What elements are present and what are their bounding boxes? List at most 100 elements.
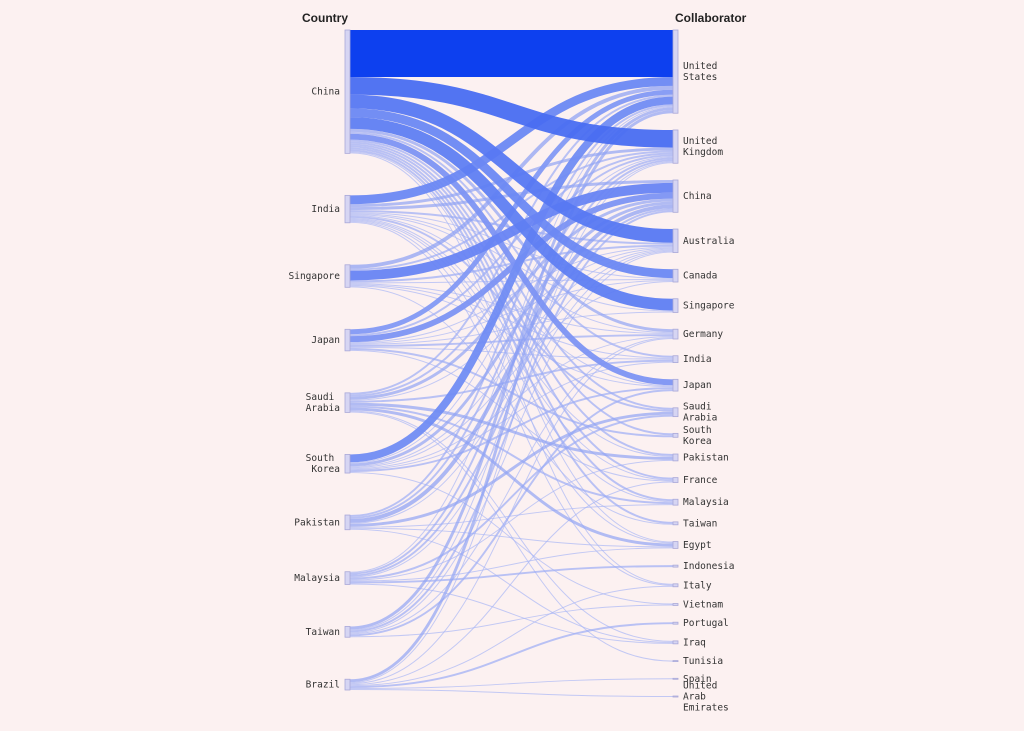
source-node: [344, 626, 351, 638]
target-node: [672, 179, 679, 213]
link: [349, 221, 674, 586]
target-node: [672, 328, 679, 340]
target-node: [672, 564, 679, 568]
link: [349, 405, 674, 505]
target-node: [672, 640, 679, 645]
target-label: India: [683, 354, 712, 365]
link: [349, 389, 674, 637]
link: [349, 198, 674, 400]
target-node: [672, 521, 679, 526]
link: [349, 182, 674, 281]
target-node: [672, 453, 679, 462]
source-label: Brazil: [306, 679, 340, 690]
link: [349, 585, 674, 687]
link: [349, 192, 674, 343]
link: [349, 96, 674, 463]
link: [349, 481, 674, 686]
target-node: [672, 541, 679, 549]
link: [349, 387, 674, 473]
target-label: Iraq: [683, 637, 706, 648]
target-node: [672, 355, 679, 363]
link: [349, 402, 674, 460]
source-node: [344, 514, 351, 531]
target-node: [672, 677, 679, 680]
link: [349, 336, 674, 470]
target-node: [672, 583, 679, 588]
link: [349, 286, 674, 525]
source-label: Pakistan: [294, 517, 340, 528]
link: [349, 678, 674, 690]
link: [349, 337, 674, 635]
link: [349, 414, 674, 580]
source-node: [344, 29, 351, 154]
link: [349, 689, 674, 697]
target-label: Spain: [683, 673, 712, 684]
target-title: Collaborator: [675, 11, 747, 25]
link: [349, 246, 674, 344]
link: [349, 547, 674, 582]
target-label: Indonesia: [683, 561, 734, 572]
link: [349, 77, 674, 148]
target-node: [672, 498, 679, 506]
link: [349, 77, 674, 205]
source-label: Japan: [311, 335, 340, 346]
link: [349, 133, 674, 386]
target-node: [672, 695, 679, 698]
source-node: [344, 571, 351, 585]
target-node: [672, 298, 679, 313]
source-node: [344, 392, 351, 413]
link: [349, 565, 674, 584]
target-label: Pakistan: [683, 452, 729, 463]
link: [349, 157, 674, 519]
target-node: [672, 268, 679, 283]
target-label: United Kingdom: [683, 136, 723, 158]
link: [349, 117, 674, 311]
link: [349, 346, 674, 360]
target-node: [672, 477, 679, 483]
source-node: [344, 454, 351, 474]
source-label: Malaysia: [294, 573, 340, 584]
source-label: Taiwan: [306, 626, 340, 637]
link: [349, 151, 674, 543]
link: [349, 472, 674, 605]
link: [349, 284, 674, 359]
target-label: Japan: [683, 380, 712, 391]
target-label: Singapore: [683, 300, 735, 311]
links: [349, 29, 674, 697]
target-node: [672, 660, 679, 662]
target-node: [672, 621, 679, 625]
link: [349, 527, 674, 548]
link: [349, 94, 674, 395]
link: [349, 528, 674, 643]
source-label: Saudi Arabia: [306, 392, 340, 414]
link: [349, 411, 674, 662]
target-label: United Arab Emirates: [683, 680, 729, 713]
source-label: Singapore: [289, 271, 341, 282]
link: [349, 220, 674, 544]
source-node: [344, 328, 351, 352]
link: [349, 218, 674, 481]
source-label: China: [311, 86, 340, 97]
source-label: India: [311, 204, 340, 215]
target-label: Australia: [683, 235, 734, 246]
target-label: United States: [683, 61, 723, 83]
link: [349, 94, 674, 243]
target-node: [672, 432, 679, 438]
target-node: [672, 407, 679, 418]
link: [349, 583, 674, 644]
source-node: [344, 264, 351, 288]
target-label: South Korea: [683, 424, 717, 446]
link: [349, 251, 674, 634]
target-label: Canada: [683, 270, 717, 281]
source-node: [344, 678, 351, 691]
target-label: China: [683, 191, 712, 202]
link: [349, 108, 674, 279]
link: [349, 407, 674, 547]
link: [349, 411, 674, 527]
link: [349, 147, 674, 502]
link: [349, 410, 674, 642]
target-label: Egypt: [683, 539, 712, 550]
target-label: Germany: [683, 329, 723, 340]
target-node: [672, 603, 679, 606]
